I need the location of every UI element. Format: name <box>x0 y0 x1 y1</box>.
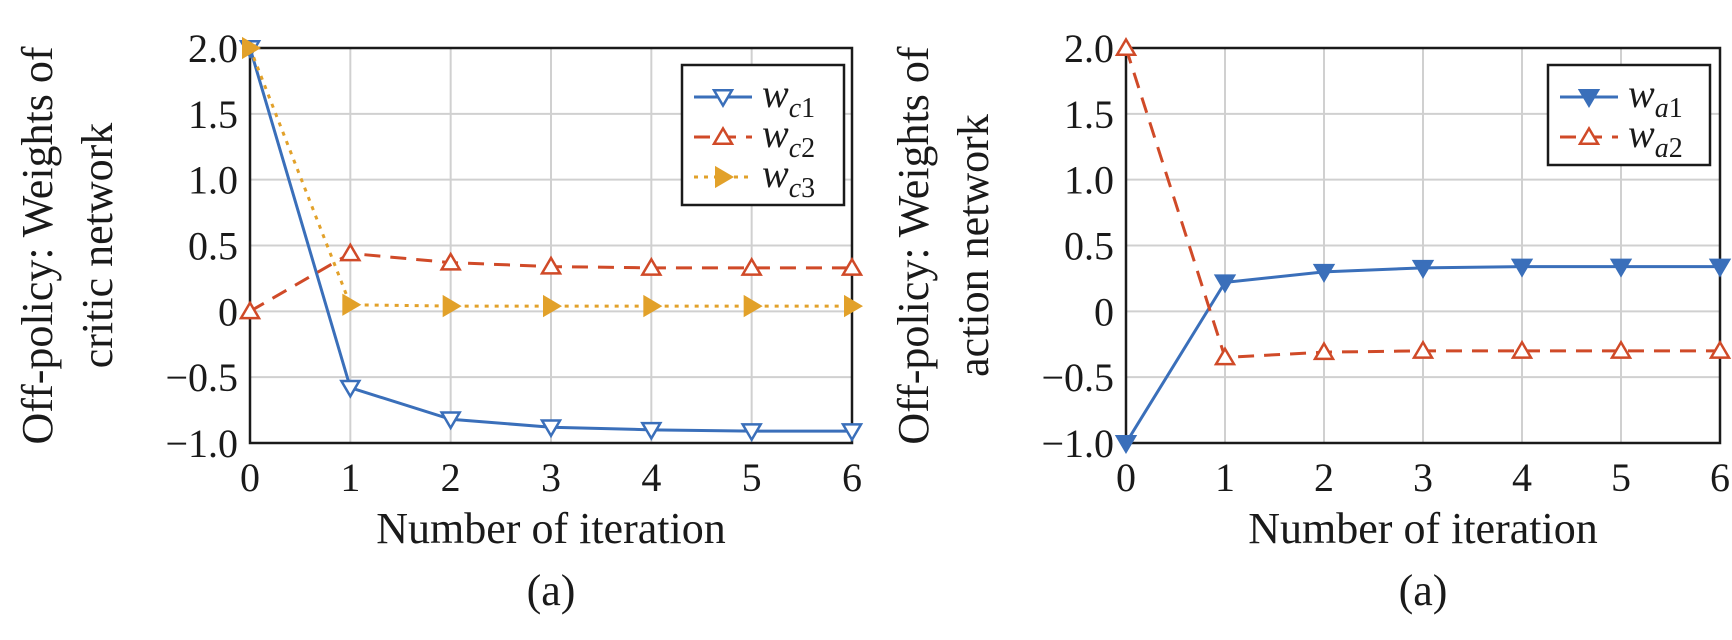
legend-label: wc3 <box>762 151 815 204</box>
data-point <box>640 256 663 276</box>
x-tick-label: 0 <box>240 455 260 500</box>
data-point <box>740 256 763 276</box>
data-point <box>1114 435 1138 455</box>
y-tick-label: 1.5 <box>1064 92 1114 137</box>
data-point <box>439 251 462 271</box>
data-point <box>844 294 864 318</box>
data-point <box>1609 258 1633 278</box>
y-tick-label: 2.0 <box>1064 26 1114 71</box>
y-tick-label: 0.5 <box>1064 224 1114 269</box>
data-point <box>740 423 763 443</box>
legend-marker <box>1577 125 1601 145</box>
x-tick-label: 1 <box>1215 455 1235 500</box>
y-tick-label: 0 <box>1094 289 1114 334</box>
chart-panel-2: 0 1 2 3 4 5 6 −1.0 −0.5 0 0.5 1.0 1.5 2.0 Number of it… <box>889 26 1732 615</box>
y-axis-label: Off-policy: Weights of <box>889 46 938 444</box>
y-tick-label: −1.0 <box>165 421 238 466</box>
x-tick-label: 6 <box>842 455 862 500</box>
data-point <box>539 255 563 275</box>
y-tick-label: −0.5 <box>165 355 238 400</box>
data-point <box>242 36 262 60</box>
legend-label: wa1 <box>1628 71 1683 124</box>
x-tick-label: 6 <box>1710 455 1730 500</box>
y-axis-label: Off-policy: Weights of <box>13 46 62 444</box>
x-tick-label: 3 <box>541 455 561 500</box>
y-tick-label: 0 <box>218 289 238 334</box>
legend-box <box>680 63 846 207</box>
y-tick-label: −0.5 <box>1041 355 1114 400</box>
data-point <box>840 423 864 443</box>
data-point <box>339 379 362 399</box>
x-tick-label: 4 <box>641 455 661 500</box>
data-point <box>1609 339 1633 359</box>
data-point <box>539 419 563 439</box>
legend-marker <box>711 89 735 109</box>
data-point <box>743 294 763 318</box>
data-point <box>1708 258 1732 278</box>
legend-label: wa2 <box>1628 111 1683 164</box>
legend-marker <box>1577 89 1601 109</box>
data-point <box>1114 36 1138 56</box>
y-tick-label: 0.5 <box>188 224 238 269</box>
data-point <box>1312 263 1336 283</box>
data-point <box>339 242 362 262</box>
data-point <box>1213 346 1237 366</box>
y-tick-label: 1.5 <box>188 92 238 137</box>
legend-label: wc2 <box>762 111 815 164</box>
x-tick-label: 4 <box>1512 455 1532 500</box>
x-tick-label: 5 <box>1611 455 1631 500</box>
x-axis-label: Number of iteration <box>1248 504 1597 553</box>
data-point <box>1510 258 1534 278</box>
x-tick-label: 1 <box>340 455 360 500</box>
data-point <box>1411 259 1435 279</box>
chart-panel-1: 0 1 2 3 4 5 6 −1.0 −0.5 0 0.5 1.0 1.5 2.0 Number of it… <box>13 26 864 615</box>
y-tick-label: 1.0 <box>1064 158 1114 203</box>
plot-frame <box>248 46 854 445</box>
legend-marker <box>711 125 735 145</box>
x-tick-label: 2 <box>441 455 461 500</box>
data-point <box>840 256 864 276</box>
data-point <box>442 294 462 318</box>
data-point <box>1411 339 1435 359</box>
panel-caption: (a) <box>1399 566 1448 615</box>
plot-frame <box>1124 46 1722 445</box>
data-point <box>342 293 362 316</box>
x-tick-label: 2 <box>1314 455 1334 500</box>
panel-caption: (a) <box>527 566 576 615</box>
data-point <box>1312 341 1336 361</box>
legend-box <box>1546 63 1712 167</box>
data-point <box>1213 274 1237 294</box>
x-axis-label: Number of iteration <box>376 504 725 553</box>
y-axis-label: action network <box>949 114 998 377</box>
y-axis-label: critic network <box>73 123 122 369</box>
data-point <box>238 300 262 320</box>
data-point <box>643 294 663 318</box>
data-point <box>439 411 462 431</box>
data-point <box>640 421 663 441</box>
x-tick-label: 5 <box>742 455 762 500</box>
x-tick-label: 0 <box>1116 455 1136 500</box>
data-point <box>1708 339 1732 359</box>
legend-label: wc1 <box>762 71 815 124</box>
x-tick-label: 3 <box>1413 455 1433 500</box>
y-tick-label: −1.0 <box>1041 421 1114 466</box>
y-tick-label: 1.0 <box>188 158 238 203</box>
y-tick-label: 2.0 <box>188 26 238 71</box>
data-point <box>1510 339 1534 359</box>
data-point <box>543 294 563 318</box>
legend-marker <box>715 165 735 189</box>
